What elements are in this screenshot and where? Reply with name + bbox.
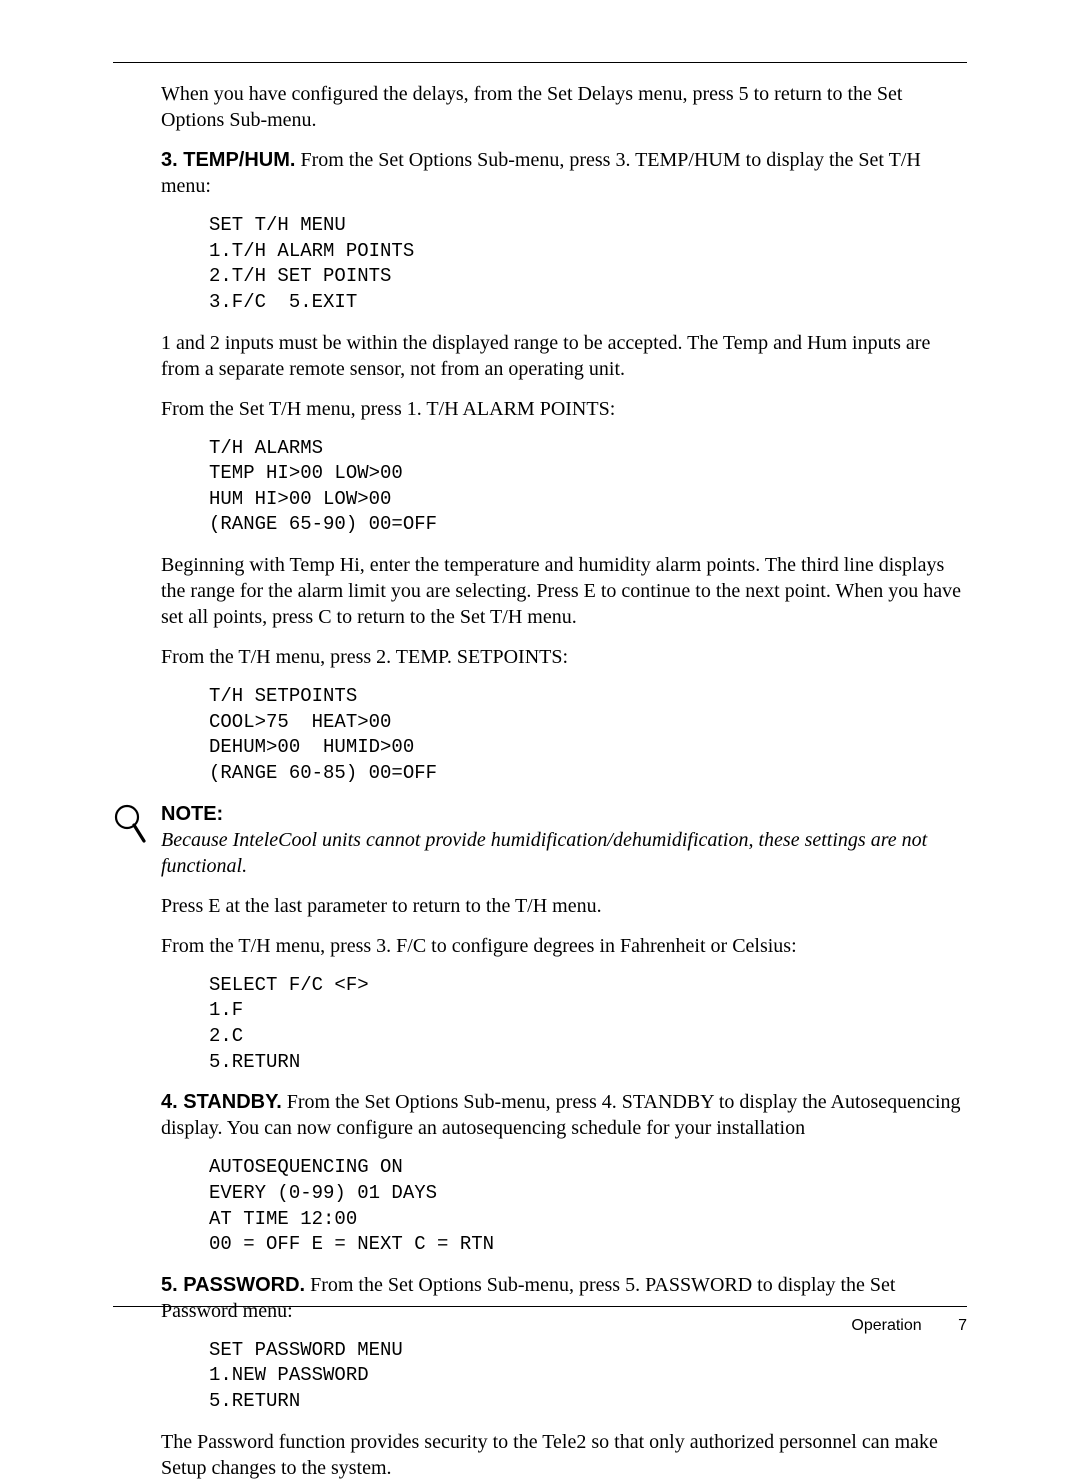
code-block-autosequencing: AUTOSEQUENCING ON EVERY (0-99) 01 DAYS A… <box>209 1155 967 1258</box>
inputs-note-paragraph: 1 and 2 inputs must be within the displa… <box>161 330 967 382</box>
note-title: NOTE: <box>161 801 967 827</box>
code-block-th-setpoints: T/H SETPOINTS COOL>75 HEAT>00 DEHUM>00 H… <box>209 684 967 787</box>
from-th-3-paragraph: From the T/H menu, press 3. F/C to confi… <box>161 933 967 959</box>
page-footer: Operation 7 <box>851 1317 967 1335</box>
code-block-select-fc: SELECT F/C <F> 1.F 2.C 5.RETURN <box>209 973 967 1076</box>
password-paragraph: The Password function provides security … <box>161 1429 967 1481</box>
intro-paragraph: When you have configured the delays, fro… <box>161 81 967 133</box>
section-3-paragraph: 3. TEMP/HUM. From the Set Options Sub-me… <box>161 147 967 199</box>
note-block: NOTE: Because InteleCool units cannot pr… <box>113 801 967 879</box>
section-3-heading: 3. TEMP/HUM. <box>161 149 295 171</box>
press-e-paragraph: Press E at the last parameter to return … <box>161 893 967 919</box>
bottom-rule <box>113 1306 967 1307</box>
code-block-th-alarms: T/H ALARMS TEMP HI>00 LOW>00 HUM HI>00 L… <box>209 436 967 539</box>
code-block-password-menu: SET PASSWORD MENU 1.NEW PASSWORD 5.RETUR… <box>209 1338 967 1415</box>
section-4-paragraph: 4. STANDBY. From the Set Options Sub-men… <box>161 1089 967 1141</box>
top-rule <box>113 62 967 63</box>
page-body: When you have configured the delays, fro… <box>113 62 967 1335</box>
note-body: NOTE: Because InteleCool units cannot pr… <box>161 801 967 879</box>
section-4-text: From the Set Options Sub-menu, press 4. … <box>161 1091 961 1139</box>
begin-temp-hi-paragraph: Beginning with Temp Hi, enter the temper… <box>161 552 967 630</box>
code-block-set-th-menu: SET T/H MENU 1.T/H ALARM POINTS 2.T/H SE… <box>209 213 967 316</box>
note-text: Because InteleCool units cannot provide … <box>161 827 967 879</box>
content-column: When you have configured the delays, fro… <box>113 81 967 1481</box>
magnifier-icon <box>113 801 161 852</box>
section-4-heading: 4. STANDBY. <box>161 1091 282 1113</box>
from-th-2-paragraph: From the T/H menu, press 2. TEMP. SETPOI… <box>161 644 967 670</box>
footer-section-label: Operation <box>851 1317 921 1334</box>
from-th-1-paragraph: From the Set T/H menu, press 1. T/H ALAR… <box>161 396 967 422</box>
footer-page-number: 7 <box>958 1317 967 1334</box>
